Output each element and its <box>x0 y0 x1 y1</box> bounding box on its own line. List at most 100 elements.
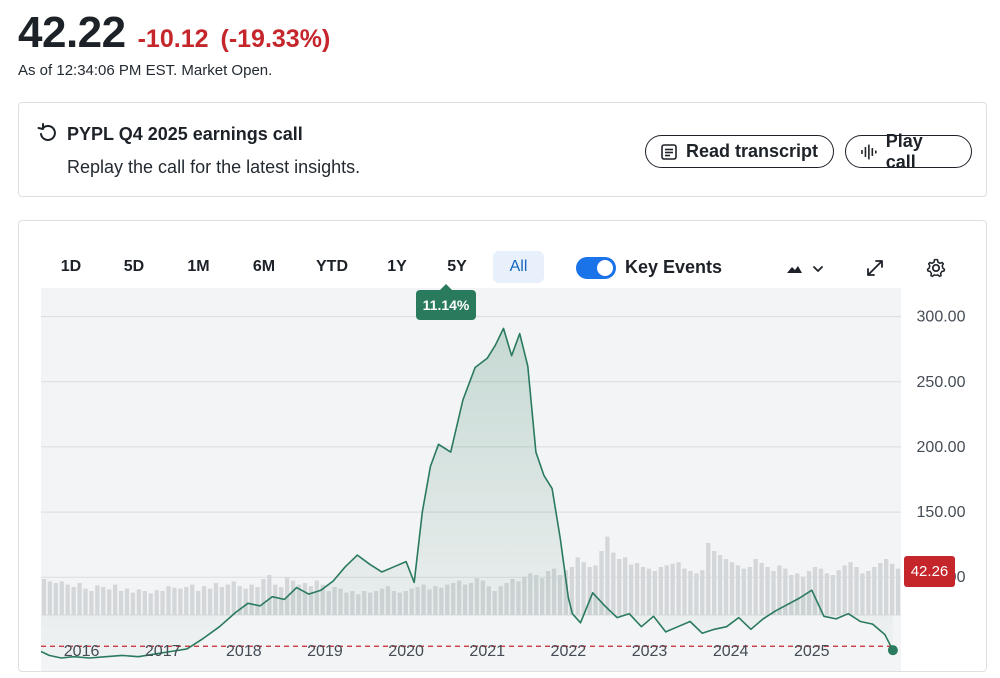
volume-bar <box>670 563 675 615</box>
volume-bar <box>682 568 687 615</box>
x-tick-label: 2018 <box>226 643 262 660</box>
x-tick-label: 2016 <box>64 643 100 660</box>
play-call-label: Play call <box>885 130 923 172</box>
volume-bar <box>83 588 88 615</box>
volume-bar <box>676 562 681 615</box>
volume-bar <box>166 586 171 615</box>
mountain-chart-icon[interactable] <box>785 259 825 279</box>
volume-bar <box>581 562 586 615</box>
x-tick-label: 2024 <box>713 643 749 660</box>
volume-bar <box>599 551 604 615</box>
volume-bar <box>219 587 225 615</box>
volume-bar <box>830 575 835 615</box>
volume-bar <box>207 588 213 615</box>
volume-bar <box>243 588 248 615</box>
price-change: -10.12 <box>137 25 209 53</box>
play-call-button[interactable]: Play call <box>845 131 972 172</box>
volume-bar <box>569 567 574 615</box>
volume-bar <box>196 591 201 615</box>
volume-bar <box>617 559 622 615</box>
key-events-label: Key Events <box>625 257 723 277</box>
volume-bar <box>172 587 177 615</box>
expand-icon[interactable] <box>865 258 885 278</box>
volume-bar <box>130 592 136 615</box>
volume-bar <box>107 589 112 615</box>
x-tick-label: 2020 <box>388 643 424 660</box>
volume-bar <box>812 567 818 615</box>
volume-bar <box>65 584 70 615</box>
range-all[interactable]: All <box>493 251 544 283</box>
volume-bar <box>124 588 130 615</box>
volume-bar <box>712 551 717 615</box>
volume-bar <box>694 573 699 615</box>
range-1d[interactable]: 1D <box>60 258 82 275</box>
range-6m[interactable]: 6M <box>252 258 276 275</box>
volume-bar <box>213 583 219 615</box>
range-1y[interactable]: 1Y <box>387 258 407 275</box>
volume-bar <box>735 565 741 615</box>
y-tick-label: 200.00 <box>917 439 966 456</box>
volume-bar <box>593 565 598 615</box>
volume-bar <box>41 579 47 615</box>
range-ytd[interactable]: YTD <box>316 258 348 275</box>
volume-bar <box>118 591 124 615</box>
volume-bar <box>53 583 58 615</box>
volume-bar <box>860 573 865 615</box>
volume-bar <box>249 584 254 615</box>
replay-icon <box>37 123 56 141</box>
chart-card: 1D 5D 1M 6M YTD 1Y 5Y All Key Events 300… <box>18 220 987 672</box>
toggle-knob <box>597 260 613 276</box>
volume-bar <box>71 587 76 615</box>
volume-bar <box>884 559 889 615</box>
x-tick-label: 2022 <box>551 643 587 660</box>
volume-bar <box>261 579 266 615</box>
read-transcript-label: Read transcript <box>686 141 819 161</box>
range-5d[interactable]: 5D <box>123 258 145 275</box>
volume-bar <box>112 584 118 615</box>
gear-icon[interactable] <box>925 257 947 279</box>
volume-bar <box>136 589 142 615</box>
volume-bar <box>605 536 610 615</box>
read-transcript-button[interactable]: Read transcript <box>645 135 834 168</box>
x-tick-label: 2025 <box>794 643 830 660</box>
key-events-toggle[interactable] <box>576 257 616 279</box>
volume-bar <box>640 567 646 615</box>
volume-bar <box>895 568 901 615</box>
volume-bar <box>688 571 693 615</box>
volume-bar <box>255 587 260 615</box>
volume-bar <box>700 570 705 615</box>
volume-bar <box>101 587 106 615</box>
volume-bar <box>178 588 183 615</box>
volume-bar <box>889 563 895 615</box>
volume-bar <box>729 562 735 615</box>
volume-bar <box>664 565 669 615</box>
x-tick-label: 2019 <box>307 643 343 660</box>
audio-waveform-icon <box>861 144 877 159</box>
volume-bar <box>184 587 189 615</box>
current-price-dot <box>887 645 898 656</box>
volume-bar <box>634 563 640 615</box>
volume-bar <box>658 567 663 615</box>
volume-bar <box>148 593 153 615</box>
earnings-call-title: PYPL Q4 2025 earnings call <box>67 124 303 144</box>
volume-bar <box>872 567 877 615</box>
volume-bar <box>783 568 788 615</box>
quote-header: 42.22 -10.12 (-19.33%) As of 12:34:06 PM… <box>18 8 330 79</box>
range-5y[interactable]: 5Y <box>447 258 467 275</box>
volume-bar <box>623 557 628 615</box>
volume-bar <box>723 559 729 615</box>
volume-bar <box>789 575 794 615</box>
volume-bar <box>237 586 242 615</box>
volume-bar <box>842 565 847 615</box>
volume-bar <box>201 586 207 615</box>
volume-bar <box>652 571 658 615</box>
volume-bar <box>231 581 236 615</box>
volume-bar <box>878 563 883 615</box>
price-line <box>41 327 894 659</box>
volume-bar <box>854 567 859 615</box>
range-1m[interactable]: 1M <box>187 258 210 275</box>
volume-bar <box>765 567 770 615</box>
earnings-call-subtitle: Replay the call for the latest insights. <box>67 157 361 177</box>
